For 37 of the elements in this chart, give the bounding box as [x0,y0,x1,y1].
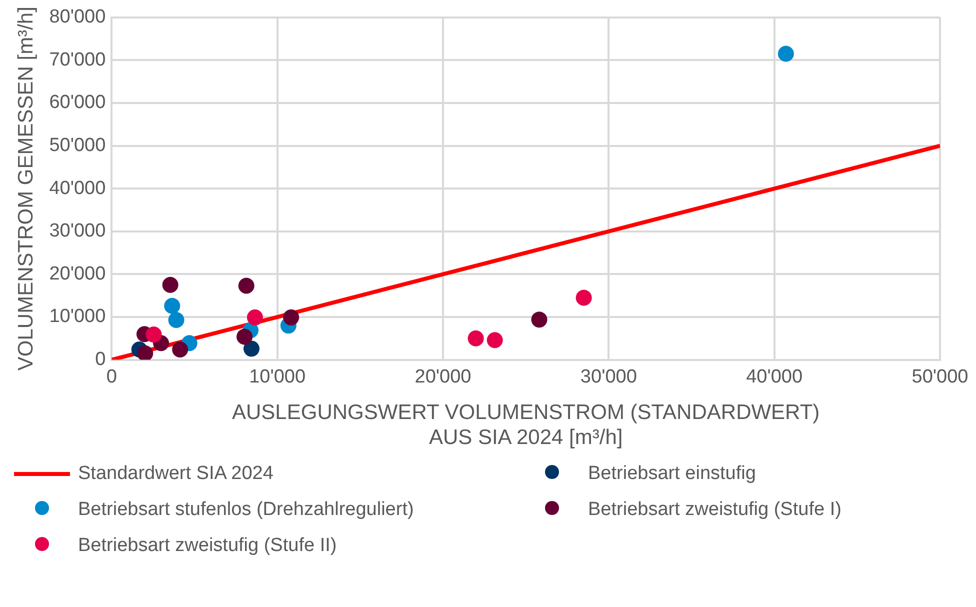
point [576,290,592,306]
point [164,298,180,314]
point [283,309,300,326]
point [146,326,162,343]
x-axis-title: AUSLEGUNGSWERT VOLUMENSTROM (STANDARDWERT) AUS SIA 2024 [m³/h] [232,400,820,450]
x-tick-label: 50'000 [912,366,968,388]
y-tick-label: 80'000 [49,6,106,28]
y-tick-label: 10'000 [49,306,106,328]
x-tick-label: 40'000 [746,366,803,388]
y-tick-label: 20'000 [49,263,106,284]
point [246,309,263,326]
point [486,332,503,348]
y-tick-label: 50'000 [49,135,106,156]
point [236,328,253,345]
point [468,330,484,346]
y-tick-label: 0 [95,349,106,370]
y-axis-title: VOLUMENSTROM GEMESSEN [m³/h] [14,6,38,371]
x-tick-label: 10'000 [249,366,306,388]
y-tick-label: 30'000 [49,220,106,242]
point [243,340,260,357]
x-tick-label: 20'000 [414,366,472,388]
x-tick-label: 30'000 [580,366,637,388]
y-tick-label: 40'000 [49,178,106,199]
point [172,342,188,358]
legend-label: Standardwert SIA 2024 [78,463,274,485]
legend-label: Betriebsart zweistufig (Stufe II) [78,535,337,557]
point [168,312,184,328]
legend-label: Betriebsart stufenlos (Drehzahlreguliert) [78,499,414,521]
point [238,278,254,294]
legend-label: Betriebsart zweistufig (Stufe I) [588,499,842,521]
y-tick-label: 60'000 [49,92,106,114]
legend-label: Betriebsart einstufig [588,463,756,485]
point [531,312,548,328]
point [137,345,154,360]
point [162,276,178,293]
y-tick-label: 70'000 [49,49,106,70]
point [778,46,794,62]
